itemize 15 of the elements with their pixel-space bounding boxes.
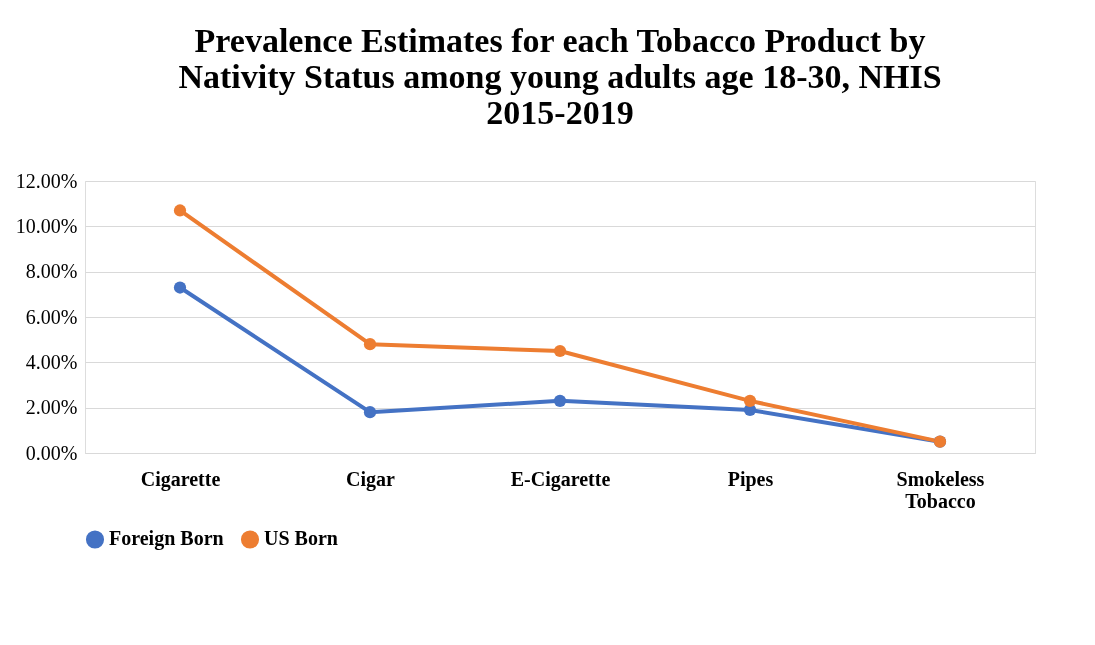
x-tick-label: Cigar [346, 467, 396, 491]
y-tick-label: 4.00% [25, 350, 78, 373]
y-tick-label: 6.00% [25, 305, 78, 328]
x-tick-label: Cigarette [140, 467, 221, 491]
legend-label: Foreign Born [109, 527, 224, 551]
y-tick-label: 8.00% [25, 260, 78, 283]
x-tick-label: Smokeless Tobacco [896, 467, 985, 512]
x-tick-label: Pipes [727, 467, 774, 491]
y-tick-label: 0.00% [25, 441, 78, 464]
y-tick-label: 2.00% [25, 396, 78, 419]
chart-title: Prevalence Estimates for each Tobacco Product by Nativity Status among young adults age 18-30, NHIS 2015-2019 [178, 22, 942, 131]
y-tick-label: 10.00% [15, 214, 78, 237]
y-tick-label: 12.00% [15, 169, 78, 192]
legend-label: US Born [264, 527, 338, 550]
x-tick-label: E-Cigarette [510, 467, 611, 491]
